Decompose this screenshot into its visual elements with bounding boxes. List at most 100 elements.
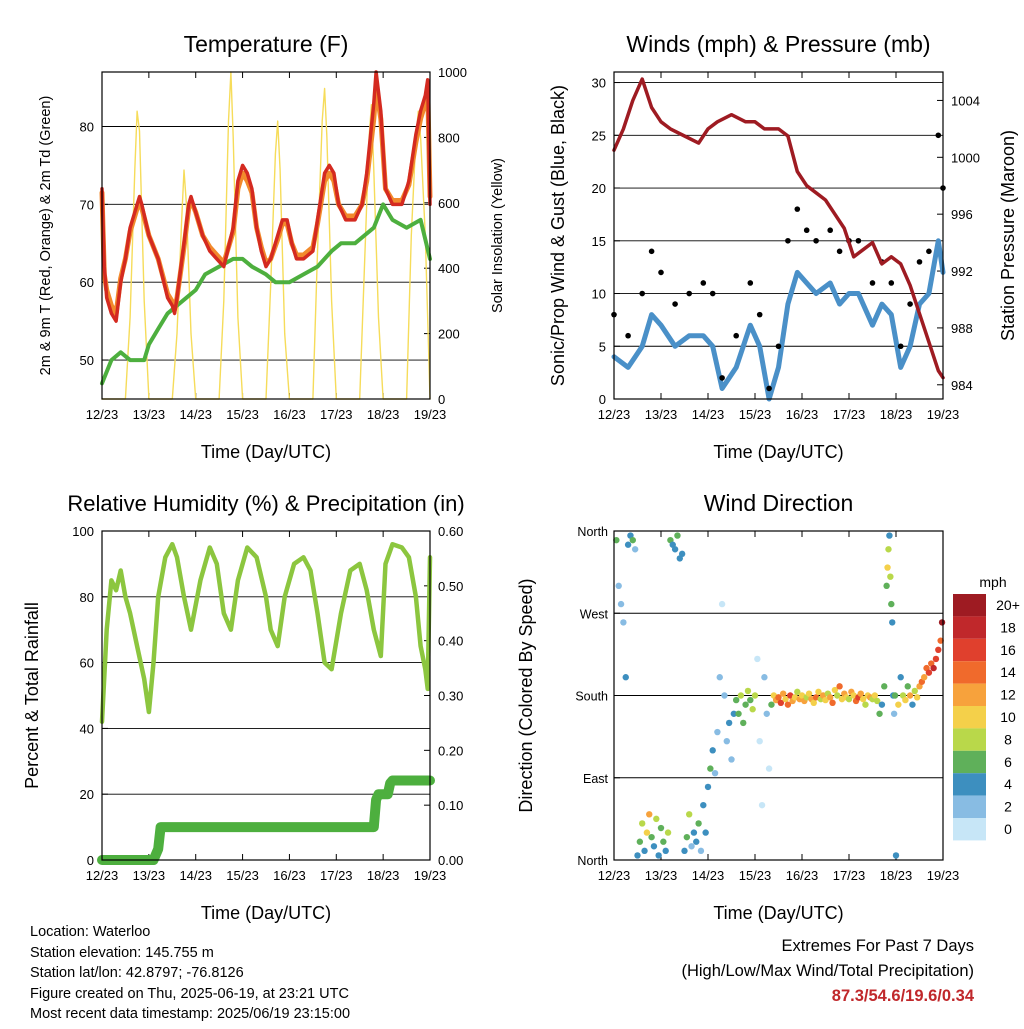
gust-point (766, 385, 772, 392)
direction-point (681, 847, 688, 855)
y-tick-label: 70 (80, 197, 94, 212)
y-tick-label: 0 (87, 853, 94, 868)
station-info: Location: Waterloo Station elevation: 14… (30, 922, 350, 1025)
y-tick-label: 10 (592, 287, 606, 302)
direction-point (890, 710, 898, 717)
wind-direction-panel: Wind DirectionNorthEastSouthWestNorth12/… (516, 490, 1020, 923)
extremes-values: 87.3/54.6/19.6/0.34 (831, 987, 974, 1005)
x-tick-label: 14/23 (179, 868, 212, 883)
y-tick-label: West (580, 607, 609, 621)
direction-point (930, 664, 937, 672)
legend-swatch (953, 750, 986, 774)
y2-tick-label: 0.60 (438, 524, 463, 539)
x-tick-label: 18/23 (880, 868, 913, 883)
y-tick-label: 20 (80, 787, 94, 802)
direction-point (902, 696, 909, 704)
y2-tick-label: 600 (438, 196, 460, 211)
gust-point (827, 227, 833, 234)
direction-point (768, 701, 775, 708)
direction-point (822, 696, 829, 704)
direction-point (622, 674, 629, 681)
direction-point (639, 820, 646, 827)
direction-point (714, 728, 721, 736)
gust-point (916, 259, 923, 265)
direction-point (874, 697, 881, 705)
legend-label: 10 (1000, 709, 1016, 725)
total-rainfall-line (97, 775, 435, 865)
direction-point (831, 686, 839, 694)
legend-label: 14 (1000, 664, 1016, 680)
x-tick-label: 13/23 (133, 407, 166, 422)
y-tick-label: South (575, 690, 608, 704)
direction-point (653, 815, 660, 823)
direction-point (810, 699, 817, 707)
gust-point (658, 269, 664, 276)
elevation-text: Station elevation: 145.755 m (30, 944, 214, 961)
x-tick-label: 12/23 (86, 407, 119, 422)
gust-point (907, 301, 913, 307)
direction-point (925, 669, 933, 676)
direction-point (897, 674, 904, 681)
direction-point (711, 769, 719, 777)
x-tick-label: 14/23 (179, 407, 212, 422)
direction-point (888, 600, 895, 608)
direction-point (723, 737, 730, 745)
plot-frame (101, 530, 431, 861)
gust-point (747, 280, 754, 286)
direction-point (737, 692, 745, 699)
direction-point (895, 701, 902, 708)
direction-point (733, 696, 740, 704)
x-tick-label: 18/23 (367, 868, 400, 883)
created-text: Figure created on Thu, 2025-06-19, at 23… (30, 985, 349, 1002)
y-tick-label: 0 (599, 392, 606, 407)
direction-point (780, 690, 787, 697)
gust-point (733, 332, 739, 339)
x-tick-label: 12/23 (598, 868, 631, 883)
y-tick-label: East (583, 772, 609, 786)
direction-point (707, 765, 714, 772)
direction-point (775, 694, 782, 701)
y-tick-label: 100 (72, 524, 94, 539)
direction-point (747, 696, 754, 704)
legend-label: 16 (1000, 642, 1016, 658)
legend-swatch (953, 661, 986, 684)
y-tick-label: North (577, 525, 608, 539)
direction-point (834, 692, 841, 699)
direction-point (937, 637, 944, 644)
location-text: Location: Waterloo (30, 924, 151, 940)
y-tick-label: 15 (592, 234, 606, 249)
y2-axis-label: Station Pressure (Maroon) (998, 130, 1018, 341)
direction-point (735, 710, 742, 717)
x-tick-label: 14/23 (692, 868, 725, 883)
direction-point (688, 843, 695, 850)
chart-title: Wind Direction (704, 490, 854, 516)
y-tick-label: North (577, 854, 608, 868)
y2-tick-label: 984 (951, 378, 973, 393)
gust-point (794, 206, 801, 212)
legend-swatch (953, 773, 986, 796)
direction-point (624, 541, 632, 548)
legend-title: mph (979, 574, 1006, 590)
direction-point (761, 674, 768, 681)
legend-label: 12 (1000, 687, 1016, 703)
direction-point (871, 692, 879, 699)
direction-point (641, 847, 648, 855)
direction-point (613, 536, 620, 544)
legend-swatch (953, 594, 986, 617)
direction-point (683, 833, 691, 841)
direction-point (702, 829, 709, 836)
direction-point (631, 546, 639, 553)
direction-point (657, 824, 665, 832)
gust-point (686, 290, 692, 297)
relative-humidity-line (99, 541, 433, 725)
direction-point (655, 852, 662, 859)
legend-label: 20+ (996, 597, 1020, 613)
x-axis-label: Time (Day/UTC) (713, 903, 843, 923)
y-tick-label: 30 (592, 76, 606, 91)
y-tick-label: 60 (80, 656, 94, 671)
direction-point (889, 619, 896, 626)
legend-swatch (953, 706, 986, 729)
latlon-text: Station lat/lon: 42.8797; -76.8126 (30, 965, 244, 982)
direction-point (744, 687, 752, 695)
